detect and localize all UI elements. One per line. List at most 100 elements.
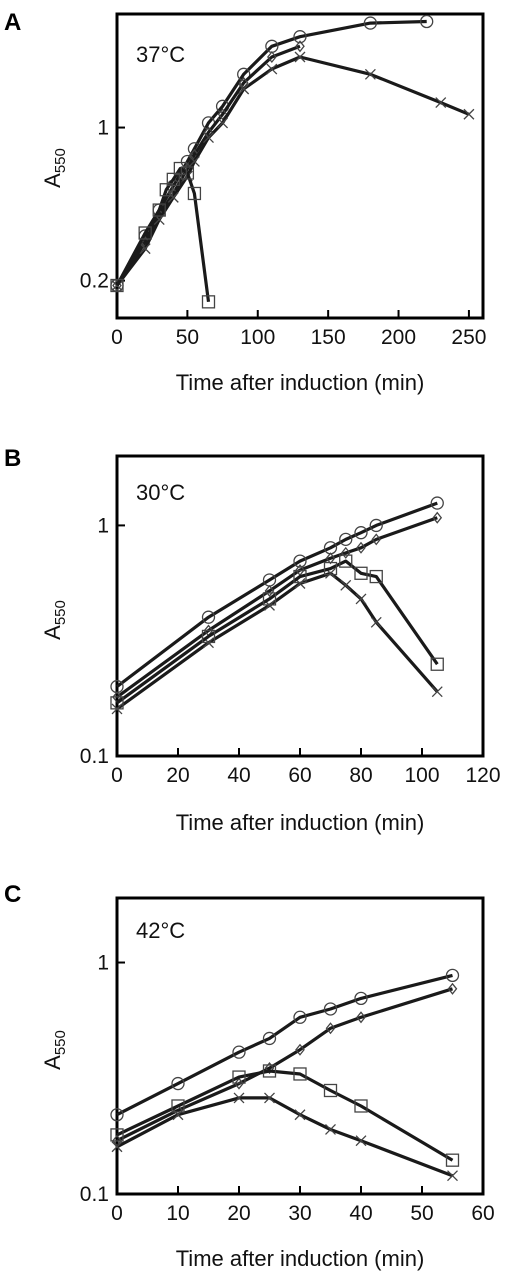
x-axis-label: Time after induction (min) xyxy=(176,810,425,835)
y-axis-label: A550 xyxy=(40,1030,69,1070)
data-point-circle xyxy=(293,554,307,568)
data-point-x xyxy=(355,593,367,605)
data-point-square xyxy=(166,172,180,187)
y-axis-label-main: A xyxy=(40,173,65,188)
data-point-square xyxy=(110,696,124,710)
x-tick-label: 200 xyxy=(381,326,416,349)
panel-letter: C xyxy=(4,881,21,908)
data-point-square xyxy=(201,629,216,644)
axis-ticks: 0 20 40 60 80 100 120 0.1 1 xyxy=(80,514,501,787)
x-axis-label: Time after induction (min) xyxy=(176,1246,425,1271)
x-tick-label: 50 xyxy=(410,1202,433,1225)
axis-ticks: 0 10 20 30 40 50 60 0.1 1 xyxy=(80,952,495,1225)
data-point-x xyxy=(233,1092,245,1104)
series-line-square xyxy=(116,559,439,705)
data-point-square xyxy=(323,1083,338,1098)
series-line-diamond xyxy=(116,516,438,699)
series-group xyxy=(110,14,475,309)
data-point-square xyxy=(180,166,195,180)
data-point-x xyxy=(139,243,151,255)
data-point-circle xyxy=(262,1031,277,1046)
x-tick-label: 30 xyxy=(288,1202,311,1225)
x-tick-label: 20 xyxy=(227,1202,250,1225)
data-point-x xyxy=(340,579,352,591)
x-axis-label: Time after induction (min) xyxy=(176,370,425,395)
data-point-diamond xyxy=(234,1077,244,1090)
x-tick-label: 0 xyxy=(111,1202,123,1225)
data-point-diamond xyxy=(356,1011,366,1024)
data-point-x xyxy=(294,51,306,63)
data-point-square xyxy=(201,295,216,309)
data-point-diamond xyxy=(325,552,336,565)
x-tick-label: 40 xyxy=(349,1202,372,1225)
data-point-circle xyxy=(354,991,368,1006)
data-point-square xyxy=(171,1099,185,1113)
y-tick-label: 1 xyxy=(97,952,109,975)
data-point-diamond xyxy=(432,511,443,524)
data-point-square xyxy=(354,1099,368,1113)
y-tick-label: 1 xyxy=(97,117,109,140)
series-line-circle xyxy=(116,973,453,1117)
data-point-x xyxy=(264,1092,275,1104)
x-tick-label: 100 xyxy=(240,326,275,349)
data-point-circle xyxy=(420,14,434,29)
data-point-square xyxy=(293,1067,307,1081)
y-tick-label: 0.1 xyxy=(80,745,109,768)
data-point-x xyxy=(266,63,278,75)
y-axis-label-subscript: 550 xyxy=(52,1030,69,1055)
data-point-circle xyxy=(445,968,460,983)
data-point-square xyxy=(110,1128,124,1142)
data-point-circle xyxy=(369,518,383,533)
plot-frame xyxy=(115,12,485,320)
data-point-square xyxy=(159,183,173,197)
series-line-diamond xyxy=(116,987,453,1143)
y-tick-label: 0.2 xyxy=(80,270,109,293)
data-point-circle xyxy=(339,532,353,547)
data-point-x xyxy=(463,108,475,120)
y-axis-label-subscript: 550 xyxy=(52,600,69,625)
panel-c: C 42°C 0 10 20 30 40 50 60 0.1 1 Time after indu… xyxy=(4,881,495,1271)
y-axis-label: A550 xyxy=(40,148,69,188)
data-point-circle xyxy=(237,67,251,81)
series-line-x xyxy=(116,1096,454,1178)
data-point-x xyxy=(217,117,229,129)
data-point-x xyxy=(111,1141,123,1153)
data-point-circle xyxy=(354,526,368,540)
data-point-diamond xyxy=(340,546,351,559)
data-point-x xyxy=(238,83,250,95)
series-group xyxy=(110,968,460,1182)
x-tick-label: 10 xyxy=(166,1202,189,1225)
data-point-diamond xyxy=(267,50,277,64)
data-point-diamond xyxy=(356,541,366,554)
data-point-square xyxy=(138,226,152,240)
data-point-x xyxy=(447,1170,458,1182)
panel-letter: A xyxy=(4,9,21,36)
data-point-x xyxy=(167,191,179,203)
temperature-label: 42°C xyxy=(136,918,185,943)
x-tick-label: 60 xyxy=(288,764,311,787)
series-line-x xyxy=(115,55,470,287)
data-point-square xyxy=(262,592,277,606)
data-point-diamond xyxy=(295,40,305,53)
data-point-diamond xyxy=(447,982,458,995)
data-point-square xyxy=(232,1070,246,1084)
data-point-square xyxy=(173,161,187,176)
x-tick-label: 0 xyxy=(111,326,123,349)
data-point-x xyxy=(435,97,447,109)
x-tick-label: 20 xyxy=(166,764,189,787)
panel-b: B 30°C 0 20 40 60 80 100 120 0.1 1 Time after in… xyxy=(4,445,501,835)
x-tick-label: 150 xyxy=(311,326,346,349)
data-point-diamond xyxy=(371,533,382,546)
data-point-x xyxy=(188,156,200,167)
x-tick-label: 60 xyxy=(471,1202,494,1225)
y-axis-label-subscript: 550 xyxy=(52,148,69,173)
x-tick-label: 100 xyxy=(404,764,439,787)
data-point-square xyxy=(262,1064,277,1078)
series-line-square xyxy=(115,166,211,303)
y-axis-label: A550 xyxy=(40,600,69,640)
data-point-square xyxy=(369,569,383,584)
data-point-circle xyxy=(201,610,216,624)
x-tick-label: 40 xyxy=(227,764,250,787)
data-point-square xyxy=(187,186,202,201)
